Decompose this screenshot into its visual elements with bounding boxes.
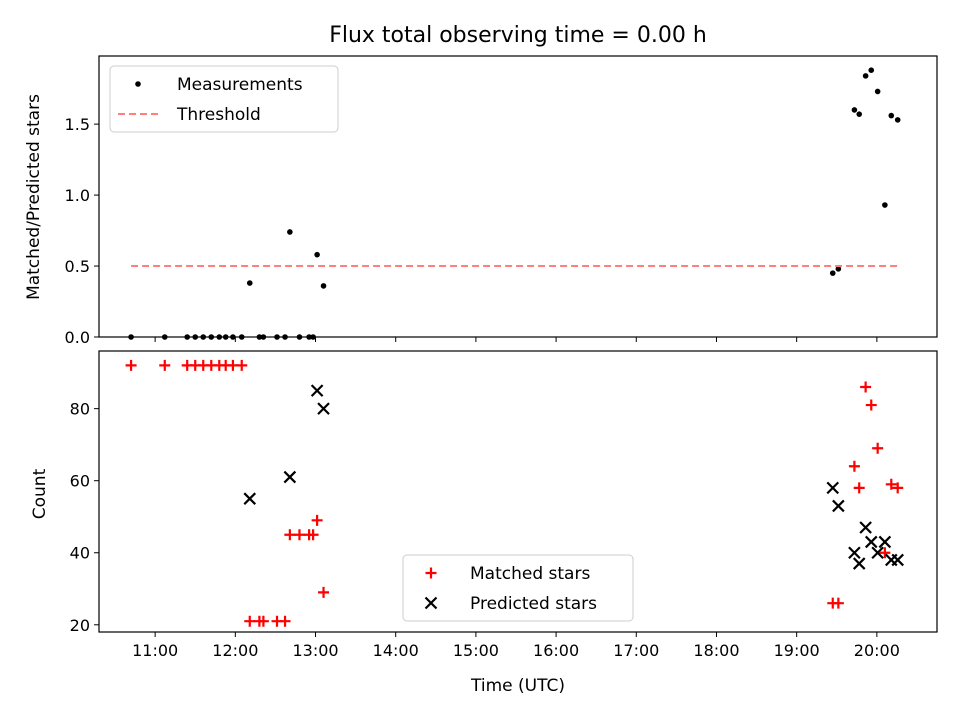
matched-star-point	[872, 442, 884, 454]
y-tick-label: 1.0	[65, 186, 90, 205]
measurement-point	[314, 251, 320, 258]
bottom-axes-frame	[98, 350, 938, 633]
matched-star-point	[311, 514, 323, 526]
y-tick-label: 80	[70, 400, 90, 419]
x-tick-label: 16:00	[533, 641, 579, 660]
top-legend: Measurements Threshold	[109, 65, 339, 133]
x-tick-label: 19:00	[774, 641, 820, 660]
top-axes-frame	[98, 55, 938, 338]
predicted-star-point	[848, 546, 861, 560]
bottom-panel: 20 40 60 80 11:00 12:00 13:00 14:00 15:00 16:00 17…	[70, 350, 938, 660]
measurement-point	[851, 107, 858, 113]
x-axis-label: Time (UTC)	[470, 676, 565, 696]
x-tick-label: 15:00	[453, 641, 499, 660]
matched-star-point	[284, 529, 296, 541]
matched-star-point	[293, 529, 305, 541]
legend-label: Threshold	[176, 105, 261, 125]
matched-star-point	[853, 482, 865, 494]
x-tick-label: 17:00	[613, 641, 659, 660]
matched-star-point	[865, 399, 877, 411]
bottom-y-axis-label: Count	[30, 468, 50, 519]
legend-box	[402, 554, 634, 622]
measurement-point	[287, 229, 293, 235]
predicted-star-point	[852, 557, 866, 570]
y-tick-label: 60	[70, 472, 90, 491]
predicted-star-point	[243, 492, 257, 505]
matched-star-point	[236, 359, 248, 371]
top-y-axis-label: Matched/Predicted stars	[24, 94, 44, 300]
measurement-point	[868, 67, 875, 73]
x-tick-label: 13:00	[292, 641, 338, 660]
matched-star-point	[832, 597, 844, 609]
top-panel: 0.0 0.5 1.0 1.5 Measurements Threshold	[65, 55, 938, 347]
measurement-point	[856, 111, 863, 117]
matched-star-point	[318, 586, 330, 598]
y-tick-label: 0.0	[65, 328, 90, 347]
matched-star-point	[885, 478, 897, 490]
predicted-star-point	[283, 470, 297, 484]
matched-star-point	[125, 359, 137, 371]
matched-star-point	[848, 460, 860, 472]
matched-star-point	[244, 615, 256, 627]
predicted-star-point	[310, 384, 324, 397]
y-tick-label: 1.5	[65, 115, 90, 134]
legend-label: Predicted stars	[470, 594, 597, 614]
matched-star-point	[307, 529, 319, 541]
predicted-star-point	[878, 535, 892, 549]
x-tick-label: 11:00	[132, 641, 178, 660]
measurement-point	[829, 270, 836, 276]
measurement-point	[835, 266, 842, 272]
predicted-star-point	[871, 546, 884, 560]
matched-star-point	[860, 381, 872, 393]
bottom-legend: Matched stars Predicted stars	[402, 554, 634, 622]
legend-matched-swatch	[425, 567, 437, 579]
x-tick-label: 12:00	[212, 641, 258, 660]
predicted-star-point	[826, 481, 840, 495]
legend-predicted-swatch	[424, 596, 438, 610]
measurement-point	[862, 73, 869, 79]
measurement-point	[320, 283, 327, 289]
predicted-star-point	[317, 402, 330, 415]
predicted-star-point	[864, 535, 878, 549]
x-tick-label: 18:00	[693, 641, 739, 660]
matched-star-point	[892, 482, 904, 494]
measurement-point	[874, 88, 881, 95]
legend-box	[109, 65, 339, 133]
matched-star-point	[879, 547, 891, 559]
legend-measurement-swatch	[135, 81, 141, 87]
x-tick-label: 20:00	[854, 641, 900, 660]
predicted-star-point	[891, 553, 904, 567]
measurement-point	[246, 280, 253, 286]
matched-star-point	[257, 615, 269, 627]
predicted-star-point	[859, 521, 872, 534]
legend-label: Matched stars	[470, 564, 590, 584]
y-tick-label: 40	[70, 544, 90, 563]
legend-label: Measurements	[177, 75, 303, 95]
y-tick-label: 20	[70, 616, 90, 635]
x-tick-label: 14:00	[373, 641, 419, 660]
measurement-point	[894, 117, 901, 123]
measurement-point	[888, 112, 895, 119]
chart-title: Flux total observing time = 0.00 h	[329, 23, 707, 48]
measurement-point	[882, 202, 888, 208]
predicted-star-point	[832, 499, 845, 513]
matched-star-point	[279, 615, 291, 627]
matched-star-point	[159, 359, 171, 371]
y-tick-label: 0.5	[65, 257, 90, 276]
